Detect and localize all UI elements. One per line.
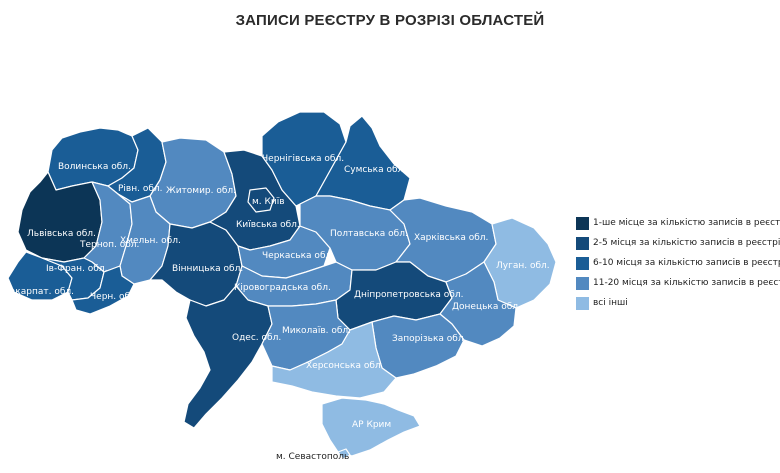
- legend-label: 1-ше місце за кількістю записів в реєстр…: [593, 218, 780, 228]
- region-kyiv-city[interactable]: [247, 187, 275, 213]
- legend-label: 2-5 місця за кількістю записів в реєстрі: [593, 238, 780, 248]
- label-zhytomyr: Житомир. обл.: [166, 186, 237, 196]
- label-volyn: Волинська обл.: [58, 162, 131, 172]
- label-lviv: Львівська обл.: [27, 229, 96, 239]
- region-crimea[interactable]: [321, 397, 421, 457]
- label-kirovohrad: Кіровоградська обл.: [234, 283, 331, 293]
- map-legend: 1-ше місце за кількістю записів в реєстр…: [576, 213, 780, 313]
- legend-item-others: всі інші: [576, 293, 780, 313]
- label-zaporizhzhia: Запорізька обл.: [392, 334, 467, 344]
- label-zakarpattia: Закарпат. обл.: [4, 287, 74, 297]
- label-mykolaiv: Миколаїв. обл.: [282, 326, 352, 336]
- legend-item-rank2-5: 2-5 місця за кількістю записів в реєстрі: [576, 233, 780, 253]
- legend-swatch: [576, 236, 589, 250]
- region-sevastopol[interactable]: [337, 448, 351, 460]
- label-sumy: Сумська обл.: [344, 165, 407, 175]
- region-chernivtsi[interactable]: [71, 265, 135, 315]
- legend-label: 11-20 місця за кількістю записів в реєст…: [593, 278, 780, 288]
- legend-swatch: [576, 216, 589, 230]
- region-odesa[interactable]: [183, 285, 273, 429]
- label-khmelnytskyi: Хмельн. обл.: [120, 236, 181, 246]
- label-kyiv-city: м. Київ: [252, 197, 285, 207]
- label-ivano: Ів-Фран. обл.: [46, 264, 108, 274]
- region-kherson[interactable]: [271, 321, 397, 399]
- label-sevastopol: м. Севастополь: [276, 452, 350, 462]
- legend-label: 6-10 місця за кількістю записів в реєстр…: [593, 258, 780, 268]
- label-kyiv-obl: Київська обл.: [236, 220, 300, 230]
- label-donetsk: Донецька обл.: [452, 302, 521, 312]
- legend-item-rank6-10: 6-10 місця за кількістю записів в реєстр…: [576, 253, 780, 273]
- label-kherson: Херсонська обл.: [306, 361, 384, 371]
- legend-label: всі інші: [593, 298, 628, 308]
- label-ternopil: Терноп. обл.: [80, 240, 140, 250]
- label-kharkiv: Харківська обл.: [414, 233, 489, 243]
- label-chernivtsi: Черн. обл.: [90, 292, 139, 302]
- region-zaporizhzhia[interactable]: [371, 313, 465, 379]
- legend-swatch: [576, 256, 589, 270]
- label-poltava: Полтавська обл.: [330, 229, 408, 239]
- legend-swatch: [576, 276, 589, 290]
- legend-swatch: [576, 296, 589, 310]
- map-title: ЗАПИСИ РЕЄСТРУ В РОЗРІЗІ ОБЛАСТЕЙ: [235, 12, 545, 29]
- label-rivne: Рівн. обл.: [118, 184, 163, 194]
- legend-item-rank1: 1-ше місце за кількістю записів в реєстр…: [576, 213, 780, 233]
- label-luhansk: Луган. обл.: [496, 261, 550, 271]
- label-odesa: Одес. обл.: [232, 333, 282, 343]
- label-crimea: АР Крим: [352, 420, 392, 430]
- label-chernihiv: Чернігівська обл.: [262, 154, 345, 164]
- label-cherkasy: Черкаська обл.: [262, 251, 335, 261]
- label-vinnytsia: Вінницька обл.: [172, 264, 244, 274]
- label-dnipro: Дніпропетровська обл.: [354, 290, 464, 300]
- legend-item-rank11-20: 11-20 місця за кількістю записів в реєст…: [576, 273, 780, 293]
